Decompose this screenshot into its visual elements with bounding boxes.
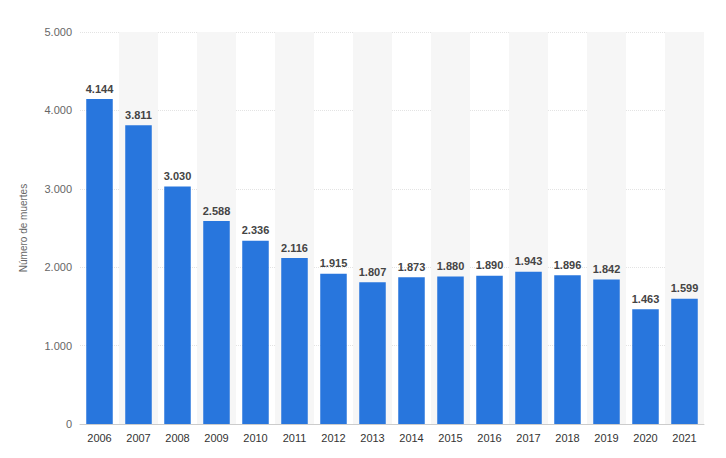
- svg-text:2010: 2010: [243, 432, 267, 444]
- svg-text:1.599: 1.599: [671, 282, 699, 294]
- svg-text:1.807: 1.807: [359, 266, 387, 278]
- svg-text:2.116: 2.116: [281, 242, 308, 254]
- svg-text:5.000: 5.000: [44, 26, 72, 38]
- svg-text:2014: 2014: [399, 432, 423, 444]
- svg-text:2006: 2006: [87, 432, 111, 444]
- svg-text:4.144: 4.144: [86, 83, 114, 95]
- svg-text:4.000: 4.000: [44, 104, 72, 116]
- svg-text:2013: 2013: [360, 432, 384, 444]
- svg-text:2009: 2009: [204, 432, 228, 444]
- svg-text:3.811: 3.811: [125, 109, 152, 121]
- svg-text:2017: 2017: [516, 432, 540, 444]
- svg-text:2011: 2011: [283, 432, 307, 444]
- svg-text:1.000: 1.000: [44, 340, 72, 352]
- svg-text:2.336: 2.336: [242, 224, 270, 236]
- svg-text:2019: 2019: [594, 432, 618, 444]
- svg-text:1.915: 1.915: [320, 257, 348, 269]
- svg-text:2016: 2016: [477, 432, 501, 444]
- svg-text:2.000: 2.000: [44, 261, 72, 273]
- svg-text:1.873: 1.873: [398, 261, 426, 273]
- svg-text:2015: 2015: [438, 432, 462, 444]
- svg-text:1.943: 1.943: [515, 255, 543, 267]
- svg-text:2020: 2020: [633, 432, 657, 444]
- svg-text:3.030: 3.030: [164, 170, 192, 182]
- svg-text:2012: 2012: [321, 432, 345, 444]
- svg-text:2008: 2008: [165, 432, 189, 444]
- svg-text:2018: 2018: [555, 432, 579, 444]
- svg-text:2.588: 2.588: [203, 205, 231, 217]
- svg-text:1.890: 1.890: [476, 259, 504, 271]
- svg-text:1.463: 1.463: [632, 293, 660, 305]
- svg-text:2021: 2021: [672, 432, 696, 444]
- svg-text:1.896: 1.896: [554, 259, 582, 271]
- svg-text:1.842: 1.842: [593, 263, 621, 275]
- svg-text:3.000: 3.000: [44, 183, 72, 195]
- svg-text:Número de muertes: Número de muertes: [18, 184, 29, 272]
- svg-text:1.880: 1.880: [437, 260, 465, 272]
- svg-text:0: 0: [66, 418, 72, 430]
- svg-text:2007: 2007: [126, 432, 150, 444]
